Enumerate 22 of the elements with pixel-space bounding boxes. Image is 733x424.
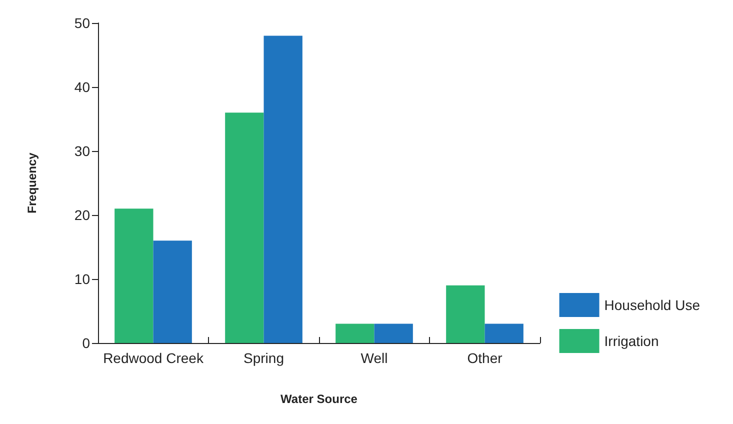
x-tick-label: Redwood Creek (103, 350, 204, 366)
bar (264, 36, 302, 343)
legend-label: Household Use (604, 297, 700, 313)
y-tick-label: 30 (74, 143, 90, 159)
y-tick-label: 50 (74, 15, 90, 31)
bar (153, 240, 192, 343)
x-tick-label: Well (360, 350, 388, 366)
bar (114, 208, 154, 343)
y-tick-label: 40 (74, 79, 90, 95)
y-axis-title: Frequency (25, 152, 39, 214)
bar (374, 324, 413, 343)
y-tick-label: 0 (82, 335, 90, 351)
y-tick-label: 10 (74, 271, 90, 287)
bar (336, 324, 374, 343)
y-tick-label: 20 (74, 207, 90, 223)
x-axis-title: Water Source (280, 392, 358, 406)
bar (225, 112, 264, 343)
x-tick-label: Spring (244, 350, 284, 366)
legend-label: Irrigation (604, 333, 659, 349)
bar (446, 285, 485, 343)
bar (484, 324, 524, 343)
x-tick-label: Other (467, 350, 503, 366)
